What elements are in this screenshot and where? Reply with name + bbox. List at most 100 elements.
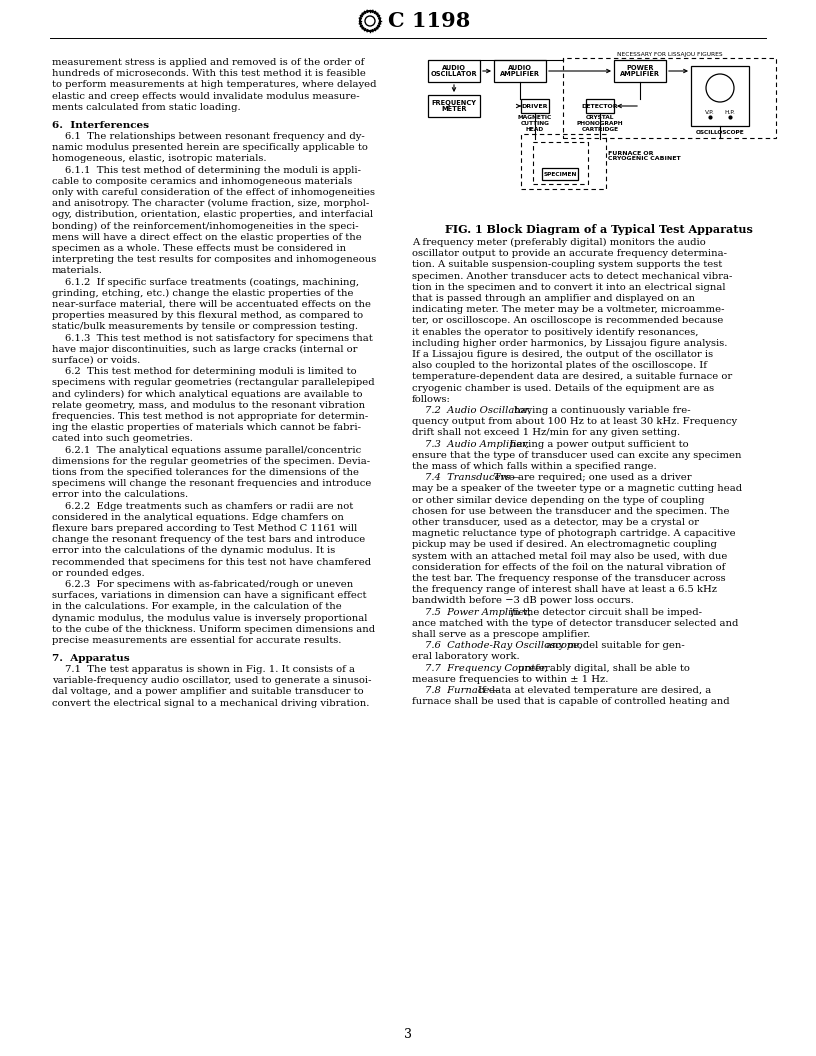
- Text: only with careful consideration of the effect of inhomogeneities: only with careful consideration of the e…: [52, 188, 375, 196]
- Text: dynamic modulus, the modulus value is inversely proportional: dynamic modulus, the modulus value is in…: [52, 614, 367, 623]
- Text: ogy, distribution, orientation, elastic properties, and interfacial: ogy, distribution, orientation, elastic …: [52, 210, 373, 220]
- Text: frequencies. This test method is not appropriate for determin-: frequencies. This test method is not app…: [52, 412, 368, 421]
- Bar: [563, 58, 776, 138]
- Text: follows:: follows:: [412, 395, 451, 403]
- Text: or other similar device depending on the type of coupling: or other similar device depending on the…: [412, 495, 704, 505]
- Text: 6.1.3  This test method is not satisfactory for specimens that: 6.1.3 This test method is not satisfacto…: [65, 334, 373, 342]
- Text: in the detector circuit shall be imped-: in the detector circuit shall be imped-: [510, 607, 702, 617]
- Text: 7.8  Furnace—: 7.8 Furnace—: [425, 686, 499, 695]
- Text: bandwidth before −3 dB power loss occurs.: bandwidth before −3 dB power loss occurs…: [412, 597, 634, 605]
- Text: specimens will change the resonant frequencies and introduce: specimens will change the resonant frequ…: [52, 479, 371, 488]
- Text: 7.2  Audio Oscillator,: 7.2 Audio Oscillator,: [425, 406, 531, 415]
- Text: eral laboratory work.: eral laboratory work.: [412, 653, 520, 661]
- Text: 6.1.1  This test method of determining the moduli is appli-: 6.1.1 This test method of determining th…: [65, 166, 361, 174]
- Text: system with an attached metal foil may also be used, with due: system with an attached metal foil may a…: [412, 551, 727, 561]
- Text: FURNACE OR
CRYOGENIC CABINET: FURNACE OR CRYOGENIC CABINET: [609, 151, 681, 162]
- Text: tion. A suitable suspension-coupling system supports the test: tion. A suitable suspension-coupling sys…: [412, 261, 722, 269]
- Text: variable-frequency audio oscillator, used to generate a sinusoi-: variable-frequency audio oscillator, use…: [52, 676, 371, 685]
- Text: C 1198: C 1198: [388, 11, 470, 31]
- Text: dimensions for the regular geometries of the specimen. Devia-: dimensions for the regular geometries of…: [52, 457, 370, 466]
- Text: pickup may be used if desired. An electromagnetic coupling: pickup may be used if desired. An electr…: [412, 541, 717, 549]
- Text: ments calculated from static loading.: ments calculated from static loading.: [52, 102, 241, 112]
- Text: ing the elastic properties of materials which cannot be fabri-: ing the elastic properties of materials …: [52, 423, 361, 432]
- Text: error into the calculations of the dynamic modulus. It is: error into the calculations of the dynam…: [52, 546, 335, 555]
- Text: 6.2  This test method for determining moduli is limited to: 6.2 This test method for determining mod…: [65, 367, 357, 376]
- Text: it enables the operator to positively identify resonances,: it enables the operator to positively id…: [412, 327, 698, 337]
- Text: METER: METER: [441, 106, 467, 112]
- Text: recommended that specimens for this test not have chamfered: recommended that specimens for this test…: [52, 558, 371, 566]
- Text: SPECIMEN: SPECIMEN: [543, 171, 577, 176]
- Text: 6.2.3  For specimens with as-fabricated/rough or uneven: 6.2.3 For specimens with as-fabricated/r…: [65, 580, 353, 589]
- Bar: [542, 168, 578, 180]
- Text: error into the calculations.: error into the calculations.: [52, 490, 188, 499]
- Text: flexure bars prepared according to Test Method C 1161 will: flexure bars prepared according to Test …: [52, 524, 357, 533]
- Text: grinding, etching, etc.) change the elastic properties of the: grinding, etching, etc.) change the elas…: [52, 288, 353, 298]
- Text: shall serve as a prescope amplifier.: shall serve as a prescope amplifier.: [412, 630, 590, 639]
- Text: V.P.: V.P.: [705, 110, 715, 114]
- Text: 6.1  The relationships between resonant frequency and dy-: 6.1 The relationships between resonant f…: [65, 132, 365, 140]
- Text: measurement stress is applied and removed is of the order of: measurement stress is applied and remove…: [52, 58, 365, 67]
- Text: homogeneous, elastic, isotropic materials.: homogeneous, elastic, isotropic material…: [52, 154, 267, 164]
- Text: surfaces, variations in dimension can have a significant effect: surfaces, variations in dimension can ha…: [52, 591, 366, 600]
- Bar: [691, 65, 749, 126]
- Text: ter, or oscilloscope. An oscilloscope is recommended because: ter, or oscilloscope. An oscilloscope is…: [412, 317, 723, 325]
- Text: temperature-dependent data are desired, a suitable furnace or: temperature-dependent data are desired, …: [412, 373, 732, 381]
- Text: MAGNETIC
CUTTING
HEAD: MAGNETIC CUTTING HEAD: [518, 115, 552, 132]
- Text: the test bar. The frequency response of the transducer across: the test bar. The frequency response of …: [412, 574, 725, 583]
- Text: near-surface material, there will be accentuated effects on the: near-surface material, there will be acc…: [52, 300, 371, 309]
- Text: 7.5  Power Amplifier,: 7.5 Power Amplifier,: [425, 607, 531, 617]
- Text: to the cube of the thickness. Uniform specimen dimensions and: to the cube of the thickness. Uniform sp…: [52, 625, 375, 634]
- Text: that is passed through an amplifier and displayed on an: that is passed through an amplifier and …: [412, 294, 695, 303]
- Text: drift shall not exceed 1 Hz/min for any given setting.: drift shall not exceed 1 Hz/min for any …: [412, 429, 680, 437]
- Text: other transducer, used as a detector, may be a crystal or: other transducer, used as a detector, ma…: [412, 518, 699, 527]
- Text: AUDIO: AUDIO: [442, 65, 466, 71]
- Text: cable to composite ceramics and inhomogeneous materials: cable to composite ceramics and inhomoge…: [52, 176, 353, 186]
- Text: 7.1  The test apparatus is shown in Fig. 1. It consists of a: 7.1 The test apparatus is shown in Fig. …: [65, 665, 355, 674]
- Text: DRIVER: DRIVER: [521, 103, 548, 109]
- Text: 6.  Interferences: 6. Interferences: [52, 120, 149, 130]
- Text: the mass of which falls within a specified range.: the mass of which falls within a specifi…: [412, 463, 657, 471]
- Text: OSCILLOSCOPE: OSCILLOSCOPE: [695, 130, 744, 134]
- Text: may be a speaker of the tweeter type or a magnetic cutting head: may be a speaker of the tweeter type or …: [412, 485, 742, 493]
- Text: tion in the specimen and to convert it into an electrical signal: tion in the specimen and to convert it i…: [412, 283, 725, 291]
- Bar: [533, 142, 588, 184]
- Bar: [428, 95, 480, 117]
- Bar: [614, 60, 666, 82]
- Text: namic modulus presented herein are specifically applicable to: namic modulus presented herein are speci…: [52, 144, 368, 152]
- Text: ance matched with the type of detector transducer selected and: ance matched with the type of detector t…: [412, 619, 738, 628]
- Text: consideration for effects of the foil on the natural vibration of: consideration for effects of the foil on…: [412, 563, 725, 571]
- Text: properties measured by this flexural method, as compared to: properties measured by this flexural met…: [52, 312, 363, 320]
- Text: Two are required; one used as a driver: Two are required; one used as a driver: [494, 473, 691, 483]
- Text: 6.2.1  The analytical equations assume parallel/concentric: 6.2.1 The analytical equations assume pa…: [65, 446, 361, 454]
- Text: materials.: materials.: [52, 266, 103, 276]
- Text: specimen. Another transducer acts to detect mechanical vibra-: specimen. Another transducer acts to det…: [412, 271, 733, 281]
- Text: convert the electrical signal to a mechanical driving vibration.: convert the electrical signal to a mecha…: [52, 699, 370, 708]
- Text: oscillator output to provide an accurate frequency determina-: oscillator output to provide an accurate…: [412, 249, 727, 259]
- Text: 6.1.2  If specific surface treatments (coatings, machining,: 6.1.2 If specific surface treatments (co…: [65, 278, 359, 286]
- Text: CRYSTAL
PHONOGRAPH
CARTRIDGE: CRYSTAL PHONOGRAPH CARTRIDGE: [577, 115, 623, 132]
- Text: considered in the analytical equations. Edge chamfers on: considered in the analytical equations. …: [52, 513, 344, 522]
- Text: to perform measurements at high temperatures, where delayed: to perform measurements at high temperat…: [52, 80, 376, 90]
- Text: specimens with regular geometries (rectangular parallelepiped: specimens with regular geometries (recta…: [52, 378, 375, 388]
- Text: magnetic reluctance type of photograph cartridge. A capacitive: magnetic reluctance type of photograph c…: [412, 529, 736, 539]
- Text: 7.4  Transducers—: 7.4 Transducers—: [425, 473, 521, 483]
- Text: precise measurements are essential for accurate results.: precise measurements are essential for a…: [52, 636, 341, 645]
- Text: AUDIO: AUDIO: [508, 65, 532, 71]
- Bar: [521, 99, 549, 113]
- Text: 7.6  Cathode-Ray Oscilloscope,: 7.6 Cathode-Ray Oscilloscope,: [425, 641, 583, 650]
- Text: AMPLIFIER: AMPLIFIER: [500, 71, 540, 77]
- Text: elastic and creep effects would invalidate modulus measure-: elastic and creep effects would invalida…: [52, 92, 360, 100]
- Bar: [521, 133, 605, 189]
- Text: measure frequencies to within ± 1 Hz.: measure frequencies to within ± 1 Hz.: [412, 675, 609, 684]
- Text: hundreds of microseconds. With this test method it is feasible: hundreds of microseconds. With this test…: [52, 70, 366, 78]
- Text: A frequency meter (preferably digital) monitors the audio: A frequency meter (preferably digital) m…: [412, 238, 706, 247]
- Text: FIG. 1 Block Diagram of a Typical Test Apparatus: FIG. 1 Block Diagram of a Typical Test A…: [445, 224, 753, 235]
- Text: AMPLIFIER: AMPLIFIER: [620, 71, 660, 77]
- Text: the frequency range of interest shall have at least a 6.5 kHz: the frequency range of interest shall ha…: [412, 585, 717, 595]
- Text: OSCILLATOR: OSCILLATOR: [431, 71, 477, 77]
- Text: preferably digital, shall be able to: preferably digital, shall be able to: [518, 663, 690, 673]
- Text: furnace shall be used that is capable of controlled heating and: furnace shall be used that is capable of…: [412, 697, 730, 706]
- Text: having a power output sufficient to: having a power output sufficient to: [510, 439, 689, 449]
- Text: NECESSARY FOR LISSAJOU FIGURES: NECESSARY FOR LISSAJOU FIGURES: [617, 52, 722, 57]
- Text: cated into such geometries.: cated into such geometries.: [52, 434, 193, 444]
